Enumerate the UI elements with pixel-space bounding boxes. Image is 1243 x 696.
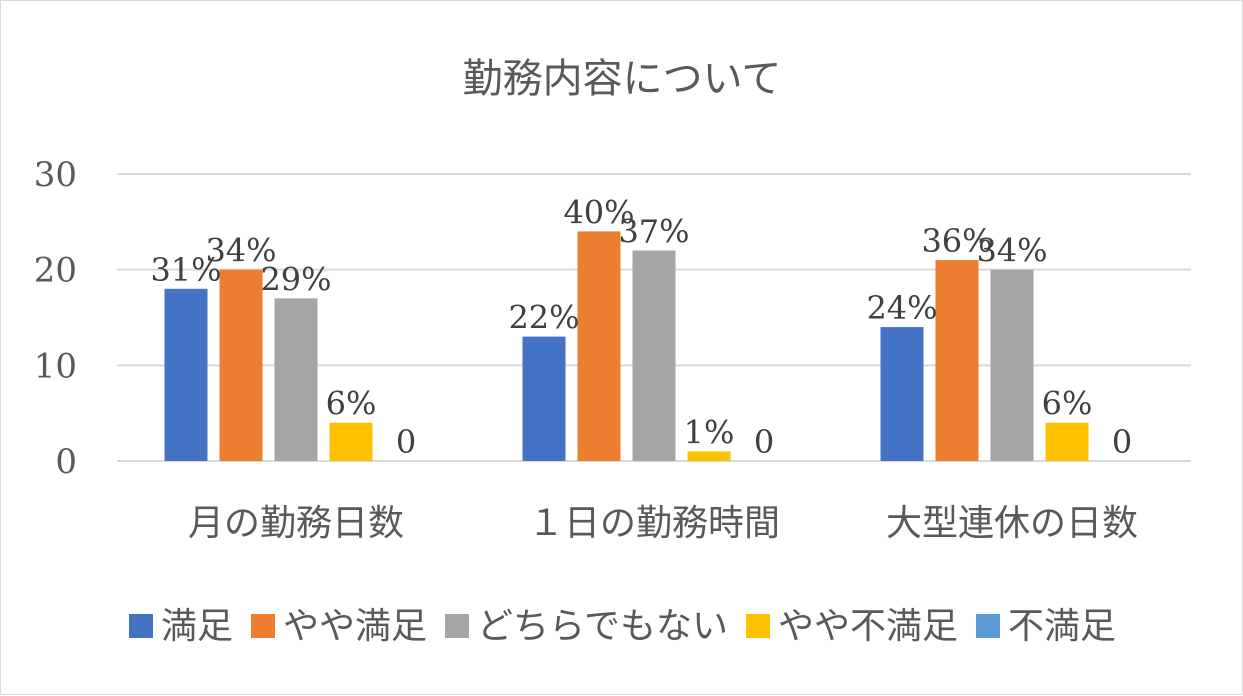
bar: [274, 298, 318, 461]
legend-swatch: [445, 614, 470, 638]
data-label: 40%: [563, 193, 634, 231]
data-label: 24%: [866, 289, 937, 327]
legend-label: どちらでもない: [477, 606, 728, 647]
legend-swatch: [975, 614, 1000, 638]
y-tick-label: 30: [34, 155, 77, 195]
legend-item: やや満足: [251, 606, 427, 647]
legend-label: 満足: [161, 606, 233, 647]
y-axis-ticks: 0 10 20 30: [34, 155, 77, 482]
y-tick-label: 0: [55, 442, 77, 482]
bar: [935, 260, 979, 461]
data-label: 34%: [976, 232, 1047, 270]
x-axis-categories: 月の勤務日数 １日の勤務時間 大型連休の日数: [188, 503, 1138, 544]
legend-label: やや満足: [283, 606, 427, 647]
bar: [164, 288, 208, 461]
data-label: 36%: [921, 222, 992, 260]
bar: [990, 269, 1034, 461]
data-label: 29%: [260, 260, 331, 298]
data-label: 31%: [150, 251, 221, 289]
y-tick-label: 20: [34, 251, 77, 291]
y-tick-label: 10: [34, 346, 77, 386]
chart-title: 勤務内容について: [463, 56, 782, 102]
legend-item: やや不満足: [745, 606, 958, 647]
bar: [1045, 422, 1089, 461]
data-label: 0: [1112, 423, 1132, 461]
category-label: 月の勤務日数: [188, 503, 404, 544]
data-labels: 31%34%29%6%022%40%37%1% 024%36%34%6%0: [150, 193, 1132, 461]
category-label: 大型連休の日数: [886, 503, 1138, 544]
legend-item: 満足: [129, 606, 233, 647]
bar: [577, 231, 621, 461]
bar: [632, 250, 676, 461]
data-label: 6%: [1042, 385, 1093, 423]
data-label: 1%: [684, 413, 735, 451]
data-label: 6%: [326, 385, 377, 423]
legend-item: どちらでもない: [445, 606, 728, 647]
bars: [164, 231, 1089, 461]
category-label: １日の勤務時間: [528, 503, 780, 544]
legend-swatch: [745, 614, 770, 638]
data-label: 37%: [618, 213, 689, 251]
bar: [687, 451, 731, 461]
legend-item: 不満足: [975, 606, 1116, 647]
legend-swatch: [129, 614, 154, 638]
legend-swatch: [251, 614, 276, 638]
data-label: 34%: [205, 232, 276, 270]
data-label: 0: [396, 423, 416, 461]
bar: [522, 336, 566, 461]
data-label: 22%: [508, 299, 579, 337]
legend: 満足 やや満足 どちらでもない やや不満足 不満足: [129, 606, 1116, 647]
data-label: 0: [754, 423, 774, 461]
legend-label: 不満足: [1008, 606, 1116, 647]
legend-label: やや不満足: [778, 606, 958, 647]
bar: [219, 269, 263, 461]
bar: [880, 327, 924, 461]
bar: [329, 422, 373, 461]
